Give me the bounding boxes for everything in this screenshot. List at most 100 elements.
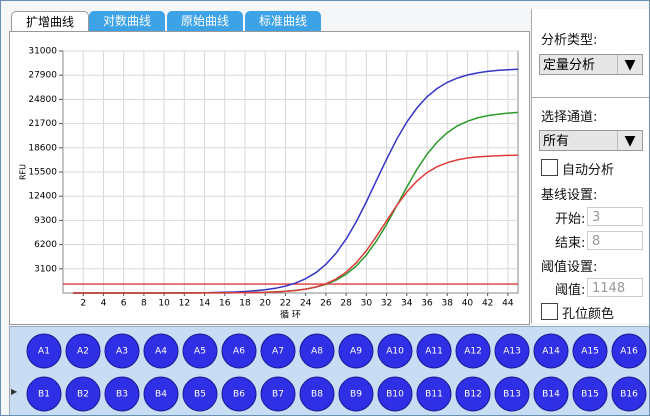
label: 孔位颜色: [562, 307, 615, 322]
well-label: B14: [542, 390, 560, 400]
well-label: A13: [503, 347, 521, 357]
well[interactable]: [26, 333, 62, 369]
well[interactable]: [104, 376, 140, 412]
well[interactable]: [416, 376, 452, 412]
well[interactable]: [182, 333, 218, 369]
x-tick-label: 26: [320, 299, 332, 309]
well[interactable]: [260, 333, 296, 369]
x-tick-label: 14: [199, 299, 211, 309]
tab[interactable]: 对数曲线: [89, 11, 165, 31]
well[interactable]: [338, 376, 374, 412]
well[interactable]: [65, 333, 101, 369]
x-tick-label: 32: [381, 299, 392, 309]
y-tick-label: 3100: [34, 264, 57, 274]
well[interactable]: [533, 333, 569, 369]
well[interactable]: [65, 376, 101, 412]
well[interactable]: [221, 376, 257, 412]
x-tick-label: 38: [441, 299, 453, 309]
dropdown-arrow: ▼: [617, 55, 642, 74]
checkbox[interactable]: [541, 303, 558, 320]
x-tick-label: 36: [421, 299, 433, 309]
well[interactable]: [455, 333, 491, 369]
x-tick-label: 4: [101, 299, 107, 309]
tab[interactable]: 原始曲线: [167, 11, 243, 31]
y-tick-label: 24800: [28, 95, 57, 105]
well[interactable]: [104, 333, 140, 369]
well-label: A3: [116, 347, 128, 357]
label: 阈值设置:: [541, 260, 598, 275]
well-label: A4: [155, 347, 167, 357]
x-tick-label: 2: [80, 299, 86, 309]
dropdown[interactable]: 所有 ▼: [539, 130, 643, 151]
separator: [532, 97, 649, 98]
well[interactable]: [494, 376, 530, 412]
well-label: B11: [425, 390, 443, 400]
checkbox[interactable]: [541, 159, 558, 176]
well-label: B8: [311, 390, 323, 400]
well-label: B16: [620, 390, 638, 400]
well[interactable]: [416, 333, 452, 369]
dropdown[interactable]: 定量分析 ▼: [539, 54, 643, 75]
well[interactable]: [221, 333, 257, 369]
y-tick-label: 9300: [34, 216, 57, 226]
dropdown-arrow: ▼: [617, 131, 642, 150]
input[interactable]: 8: [587, 231, 643, 250]
tab[interactable]: 扩增曲线: [11, 11, 89, 32]
y-tick-label: 18600: [28, 143, 57, 153]
well-label: B7: [272, 390, 284, 400]
x-tick-label: 30: [361, 299, 373, 309]
well[interactable]: [26, 376, 62, 412]
y-tick-label: 15500: [28, 168, 57, 178]
well-label: A12: [464, 347, 482, 357]
x-tick-label: 10: [158, 299, 170, 309]
input[interactable]: 1148: [587, 278, 643, 297]
tab[interactable]: 标准曲线: [245, 11, 321, 31]
row-pointer: ▶: [11, 387, 18, 396]
well-label: B15: [581, 390, 599, 400]
well-label: A8: [311, 347, 323, 357]
curve: [73, 154, 519, 294]
x-tick-label: 16: [219, 299, 231, 309]
well[interactable]: [494, 333, 530, 369]
y-tick-label: 6200: [34, 240, 57, 250]
input[interactable]: 3: [587, 207, 643, 226]
well[interactable]: [611, 333, 647, 369]
well[interactable]: [143, 376, 179, 412]
well-label: B12: [464, 390, 482, 400]
x-tick-label: 42: [482, 299, 493, 309]
well[interactable]: [572, 376, 608, 412]
well-label: B3: [116, 390, 128, 400]
x-axis-label: 循 环: [280, 309, 301, 321]
well[interactable]: [533, 376, 569, 412]
label: 分析类型:: [541, 33, 598, 48]
well-label: A10: [386, 347, 404, 357]
x-tick-label: 24: [300, 299, 312, 309]
x-tick-label: 8: [141, 299, 147, 309]
well[interactable]: [377, 333, 413, 369]
y-axis-label: RFU: [19, 164, 28, 180]
well[interactable]: [338, 333, 374, 369]
well-label: B5: [194, 390, 206, 400]
well[interactable]: [611, 376, 647, 412]
x-tick-label: 12: [179, 299, 190, 309]
dropdown-value: 所有: [543, 134, 570, 149]
label: 阈值:: [555, 283, 586, 298]
x-tick-label: 28: [340, 299, 352, 309]
well-label: B13: [503, 390, 521, 400]
well[interactable]: [455, 376, 491, 412]
well[interactable]: [143, 333, 179, 369]
x-tick-label: 34: [401, 299, 413, 309]
label: 基线设置:: [541, 188, 598, 203]
well[interactable]: [299, 376, 335, 412]
well[interactable]: [377, 376, 413, 412]
well[interactable]: [260, 376, 296, 412]
well[interactable]: [299, 333, 335, 369]
x-tick-label: 40: [462, 299, 474, 309]
well[interactable]: [182, 376, 218, 412]
y-tick-label: 12400: [28, 192, 57, 202]
well-label: A15: [581, 347, 599, 357]
well[interactable]: [572, 333, 608, 369]
well-label: B6: [233, 390, 245, 400]
